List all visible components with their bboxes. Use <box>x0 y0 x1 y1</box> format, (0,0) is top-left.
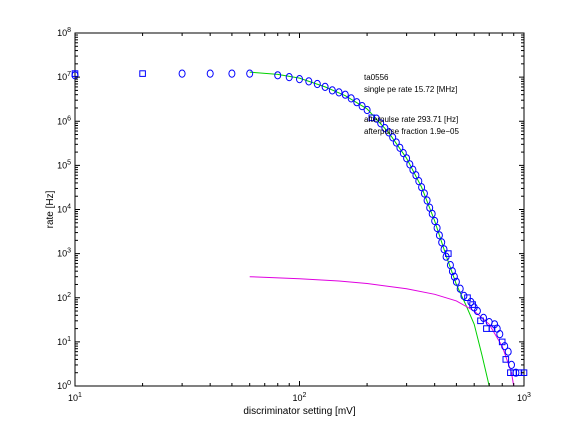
circle-marker <box>341 90 349 99</box>
circle-marker <box>178 69 186 78</box>
square-marker <box>464 294 471 301</box>
circle-marker <box>501 342 509 351</box>
circle-marker <box>246 69 254 78</box>
circle-marker <box>206 69 214 78</box>
x-tick-label: 102 <box>293 392 307 403</box>
circle-marker <box>508 360 515 369</box>
annotation-text: afterpulse fraction 1.9e−05 <box>364 127 460 136</box>
circle-marker <box>442 252 450 261</box>
circle-marker <box>473 306 481 316</box>
circle-marker <box>274 71 282 80</box>
x-axis-label: discriminator setting [mV] <box>243 406 355 417</box>
square-marker <box>368 114 376 122</box>
annotations: ta0556 single pe rate 15.72 [MHz] afterpul… <box>364 73 460 136</box>
square-marker <box>139 70 146 77</box>
circle-marker <box>335 88 343 97</box>
circle-marker <box>428 209 436 218</box>
circle-marker <box>467 297 475 307</box>
x-tick-label: 101 <box>68 392 82 403</box>
circle-marker <box>313 79 321 89</box>
circle-marker <box>448 267 456 276</box>
circle-marker <box>321 82 329 92</box>
circle-marker <box>452 277 460 286</box>
circle-marker <box>385 128 393 137</box>
circle-marker <box>423 196 431 205</box>
circle-marker <box>496 330 504 339</box>
y-tick-label: 100 <box>57 380 71 391</box>
y-tick-label: 108 <box>57 27 71 38</box>
circle-marker <box>456 284 464 293</box>
circle-marker <box>396 143 404 152</box>
circle-marker <box>504 347 512 356</box>
fit-curve-2 <box>249 276 515 387</box>
y-tick-label: 102 <box>57 292 71 303</box>
annotation-text: afterpulse rate 293.71 [Hz] <box>364 115 458 124</box>
circle-marker <box>512 368 520 377</box>
circle-marker <box>377 119 385 128</box>
circle-marker <box>296 75 303 84</box>
circle-marker <box>353 98 361 107</box>
circle-marker <box>431 216 439 226</box>
circle-marker <box>372 114 380 123</box>
y-tick-label: 106 <box>57 115 71 126</box>
data-markers <box>71 69 528 377</box>
circle-marker <box>347 94 355 103</box>
y-tick-label: 107 <box>57 71 71 82</box>
circle-marker <box>389 133 397 142</box>
circle-marker <box>358 102 366 111</box>
plot-area <box>74 32 525 387</box>
circle-marker <box>420 189 428 198</box>
y-tick-label: 103 <box>57 248 71 259</box>
y-axis-label: rate [Hz] <box>45 190 56 228</box>
circle-marker <box>440 245 448 254</box>
circle-marker <box>460 291 468 300</box>
y-tick-label: 101 <box>57 336 71 347</box>
circle-marker <box>450 272 458 281</box>
square-marker <box>502 356 510 363</box>
circle-marker <box>433 223 441 233</box>
circle-marker <box>381 124 389 133</box>
circle-marker <box>363 105 371 115</box>
annotation-text: single pe rate 15.72 [MHz] <box>364 85 457 94</box>
y-tick-label: 104 <box>57 204 71 215</box>
circle-marker <box>285 73 293 82</box>
annotation-text: ta0556 <box>364 73 389 82</box>
circle-marker <box>403 154 411 163</box>
y-tick-label: 105 <box>57 159 71 170</box>
circle-marker <box>480 313 487 322</box>
circle-marker <box>435 231 443 240</box>
x-tick-label: 103 <box>517 392 531 403</box>
circle-marker <box>328 86 336 95</box>
circle-marker <box>228 69 236 78</box>
circle-marker <box>392 138 400 147</box>
circle-marker <box>305 77 313 86</box>
